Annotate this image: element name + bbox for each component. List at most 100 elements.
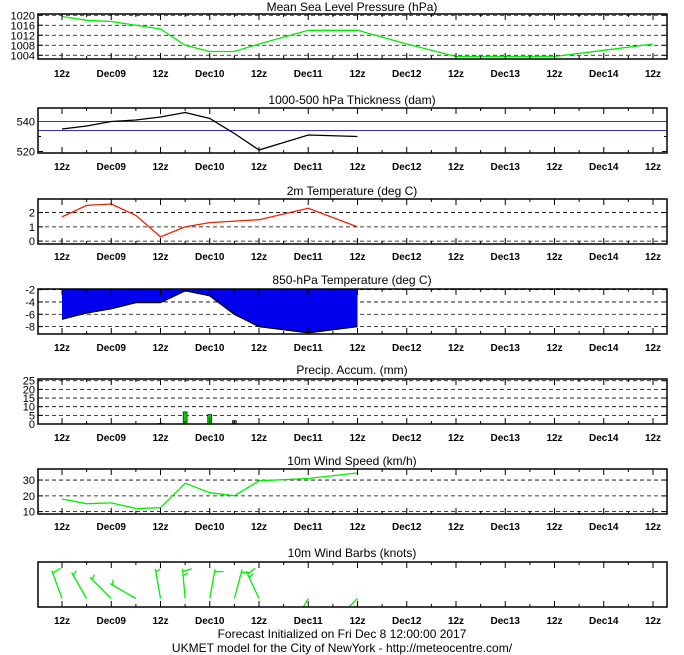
x-tick-label: Dec10 — [195, 616, 225, 627]
wind-barb — [71, 570, 88, 599]
x-tick-label: 12z — [546, 522, 562, 533]
wind-barb-flag — [248, 573, 254, 579]
wind-barb — [181, 568, 192, 599]
panel-title: 850-hPa Temperature (deg C) — [272, 273, 431, 287]
x-tick-label: Dec12 — [392, 616, 422, 627]
wind-barb-flag — [72, 570, 78, 576]
panel-data — [51, 567, 358, 618]
x-tick-label: 12z — [349, 522, 365, 533]
wind-barb — [302, 598, 309, 607]
x-tick-label: Dec13 — [491, 433, 521, 444]
wind-barb-staff — [348, 598, 358, 607]
x-tick-label: Dec10 — [195, 433, 225, 444]
x-tick-label: 12z — [152, 252, 168, 263]
panel-data — [61, 111, 358, 151]
x-tick-label: 12z — [54, 69, 70, 80]
x-tick-label: 12z — [645, 522, 661, 533]
x-tick-label: Dec12 — [392, 162, 422, 173]
x-tick-label: Dec14 — [589, 252, 619, 263]
x-tick-label: 12z — [349, 616, 365, 627]
wind-barb-flag — [331, 613, 339, 618]
y-tick-label: 540 — [17, 117, 35, 129]
panel-title: 10m Wind Speed (km/h) — [287, 454, 416, 468]
x-tick-label: Dec13 — [491, 522, 521, 533]
wind-barb-flag — [182, 568, 192, 573]
x-tick-label: 12z — [54, 522, 70, 533]
x-tick-label: Dec14 — [589, 69, 619, 80]
x-tick-label: Dec11 — [294, 252, 323, 263]
y-tick-label: 25 — [23, 376, 35, 388]
x-tick-label: 12z — [546, 343, 562, 354]
area-fill — [62, 289, 358, 333]
y-tick-label: 2 — [29, 208, 35, 220]
x-tick-label: Dec14 — [589, 522, 619, 533]
series-line — [61, 472, 358, 510]
x-tick-label: Dec12 — [392, 69, 422, 80]
wind-barb-staff — [71, 572, 88, 599]
panel-frame — [37, 561, 668, 608]
y-tick-label: 1012 — [11, 30, 35, 42]
x-tick-label: 12z — [546, 162, 562, 173]
panel-1: Mean Sea Level Pressure (hPa)10041008101… — [11, 0, 668, 80]
x-tick-label: Dec11 — [294, 162, 323, 173]
forecast-initialized-text: Forecast Initialized on Fri Dec 8 12:00:… — [217, 627, 467, 641]
panel-frame — [37, 468, 668, 515]
panel-frame — [37, 198, 668, 245]
x-tick-label: 12z — [54, 616, 70, 627]
wind-barb — [109, 579, 137, 600]
y-tick-label: -6 — [25, 309, 35, 321]
wind-barb-staff — [302, 598, 309, 607]
x-tick-label: 12z — [349, 343, 365, 354]
x-tick-label: 12z — [546, 433, 562, 444]
panel-6: 10m Wind Speed (km/h) 10 20 30 12z Dec09 12z De… — [23, 454, 668, 533]
x-tick-label: 12z — [251, 252, 267, 263]
wind-barb — [331, 598, 358, 618]
x-tick-label: Dec14 — [589, 616, 619, 627]
x-tick-label: 12z — [251, 162, 267, 173]
wind-barb — [209, 568, 224, 599]
series-line — [61, 203, 358, 238]
x-tick-label: 12z — [251, 433, 267, 444]
x-tick-label: Dec14 — [589, 343, 619, 354]
wind-barb-staff — [233, 569, 243, 599]
x-tick-label: 12z — [349, 69, 365, 80]
x-tick-label: Dec10 — [195, 162, 225, 173]
x-tick-label: 12z — [349, 162, 365, 173]
y-tick-label: 520 — [17, 147, 35, 159]
wind-barb — [89, 574, 112, 599]
series-line — [61, 111, 358, 151]
x-tick-label: Dec11 — [294, 343, 323, 354]
x-tick-label: Dec10 — [195, 69, 225, 80]
x-tick-label: Dec13 — [491, 343, 521, 354]
y-tick-label: 20 — [23, 491, 35, 503]
panel-data — [158, 411, 237, 424]
x-tick-label: 12z — [152, 433, 168, 444]
x-tick-label: 12z — [54, 162, 70, 173]
wind-barb-staff — [181, 568, 186, 599]
series-line — [61, 15, 654, 58]
x-tick-label: 12z — [152, 343, 168, 354]
x-tick-label: 12z — [54, 343, 70, 354]
x-tick-label: 12z — [448, 252, 464, 263]
wind-barb-flag — [336, 613, 341, 615]
panel-title: 1000-500 hPa Thickness (dam) — [268, 93, 435, 107]
x-tick-label: Dec10 — [195, 343, 225, 354]
x-tick-label: Dec13 — [491, 162, 521, 173]
x-tick-label: 12z — [645, 343, 661, 354]
x-tick-label: Dec12 — [392, 343, 422, 354]
x-tick-label: 12z — [54, 433, 70, 444]
x-tick-label: Dec12 — [392, 433, 422, 444]
y-tick-label: 0 — [29, 419, 35, 431]
x-tick-label: 12z — [448, 69, 464, 80]
y-tick-label: 10 — [23, 402, 35, 414]
wind-barb-staff — [209, 568, 216, 599]
x-tick-label: 12z — [448, 522, 464, 533]
x-tick-label: Dec09 — [97, 616, 127, 627]
x-tick-label: 12z — [349, 252, 365, 263]
x-tick-label: 12z — [152, 522, 168, 533]
y-tick-label: 1 — [29, 222, 35, 234]
wind-barb-flag — [52, 567, 61, 574]
model-source-text: UKMET model for the City of NewYork - ht… — [171, 641, 513, 655]
panel-data — [61, 203, 358, 238]
x-tick-label: Dec14 — [589, 433, 619, 444]
